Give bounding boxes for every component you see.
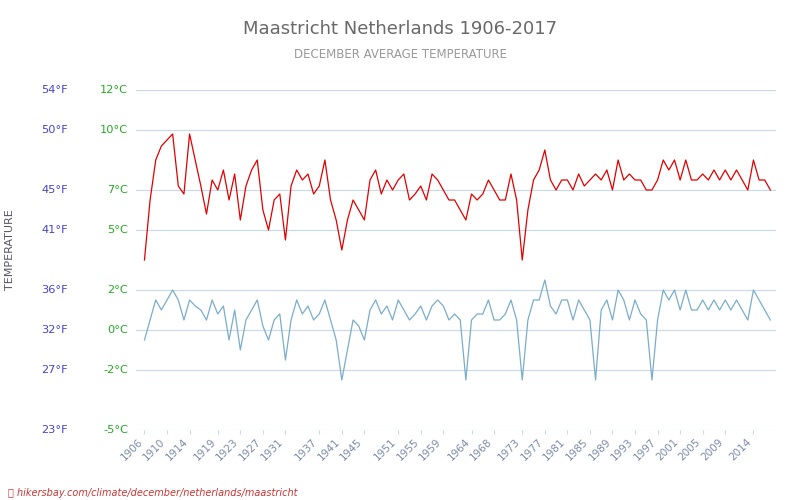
Text: 10°C: 10°C: [100, 125, 128, 135]
Text: 27°F: 27°F: [42, 365, 68, 375]
Text: TEMPERATURE: TEMPERATURE: [5, 210, 14, 290]
Text: 🔍 hikersbay.com/climate/december/netherlands/maastricht: 🔍 hikersbay.com/climate/december/netherl…: [8, 488, 298, 498]
Text: DECEMBER AVERAGE TEMPERATURE: DECEMBER AVERAGE TEMPERATURE: [294, 48, 506, 60]
Text: -5°C: -5°C: [103, 425, 128, 435]
Text: 50°F: 50°F: [42, 125, 68, 135]
Text: 2°C: 2°C: [107, 285, 128, 295]
Text: Maastricht Netherlands 1906-2017: Maastricht Netherlands 1906-2017: [243, 20, 557, 38]
Text: -2°C: -2°C: [103, 365, 128, 375]
Text: 5°C: 5°C: [107, 225, 128, 235]
Text: 32°F: 32°F: [42, 325, 68, 335]
Text: 7°C: 7°C: [107, 185, 128, 195]
Text: 41°F: 41°F: [42, 225, 68, 235]
Text: 0°C: 0°C: [107, 325, 128, 335]
Text: 45°F: 45°F: [42, 185, 68, 195]
Text: 54°F: 54°F: [42, 85, 68, 95]
Text: 12°C: 12°C: [100, 85, 128, 95]
Text: 36°F: 36°F: [42, 285, 68, 295]
Text: 23°F: 23°F: [42, 425, 68, 435]
